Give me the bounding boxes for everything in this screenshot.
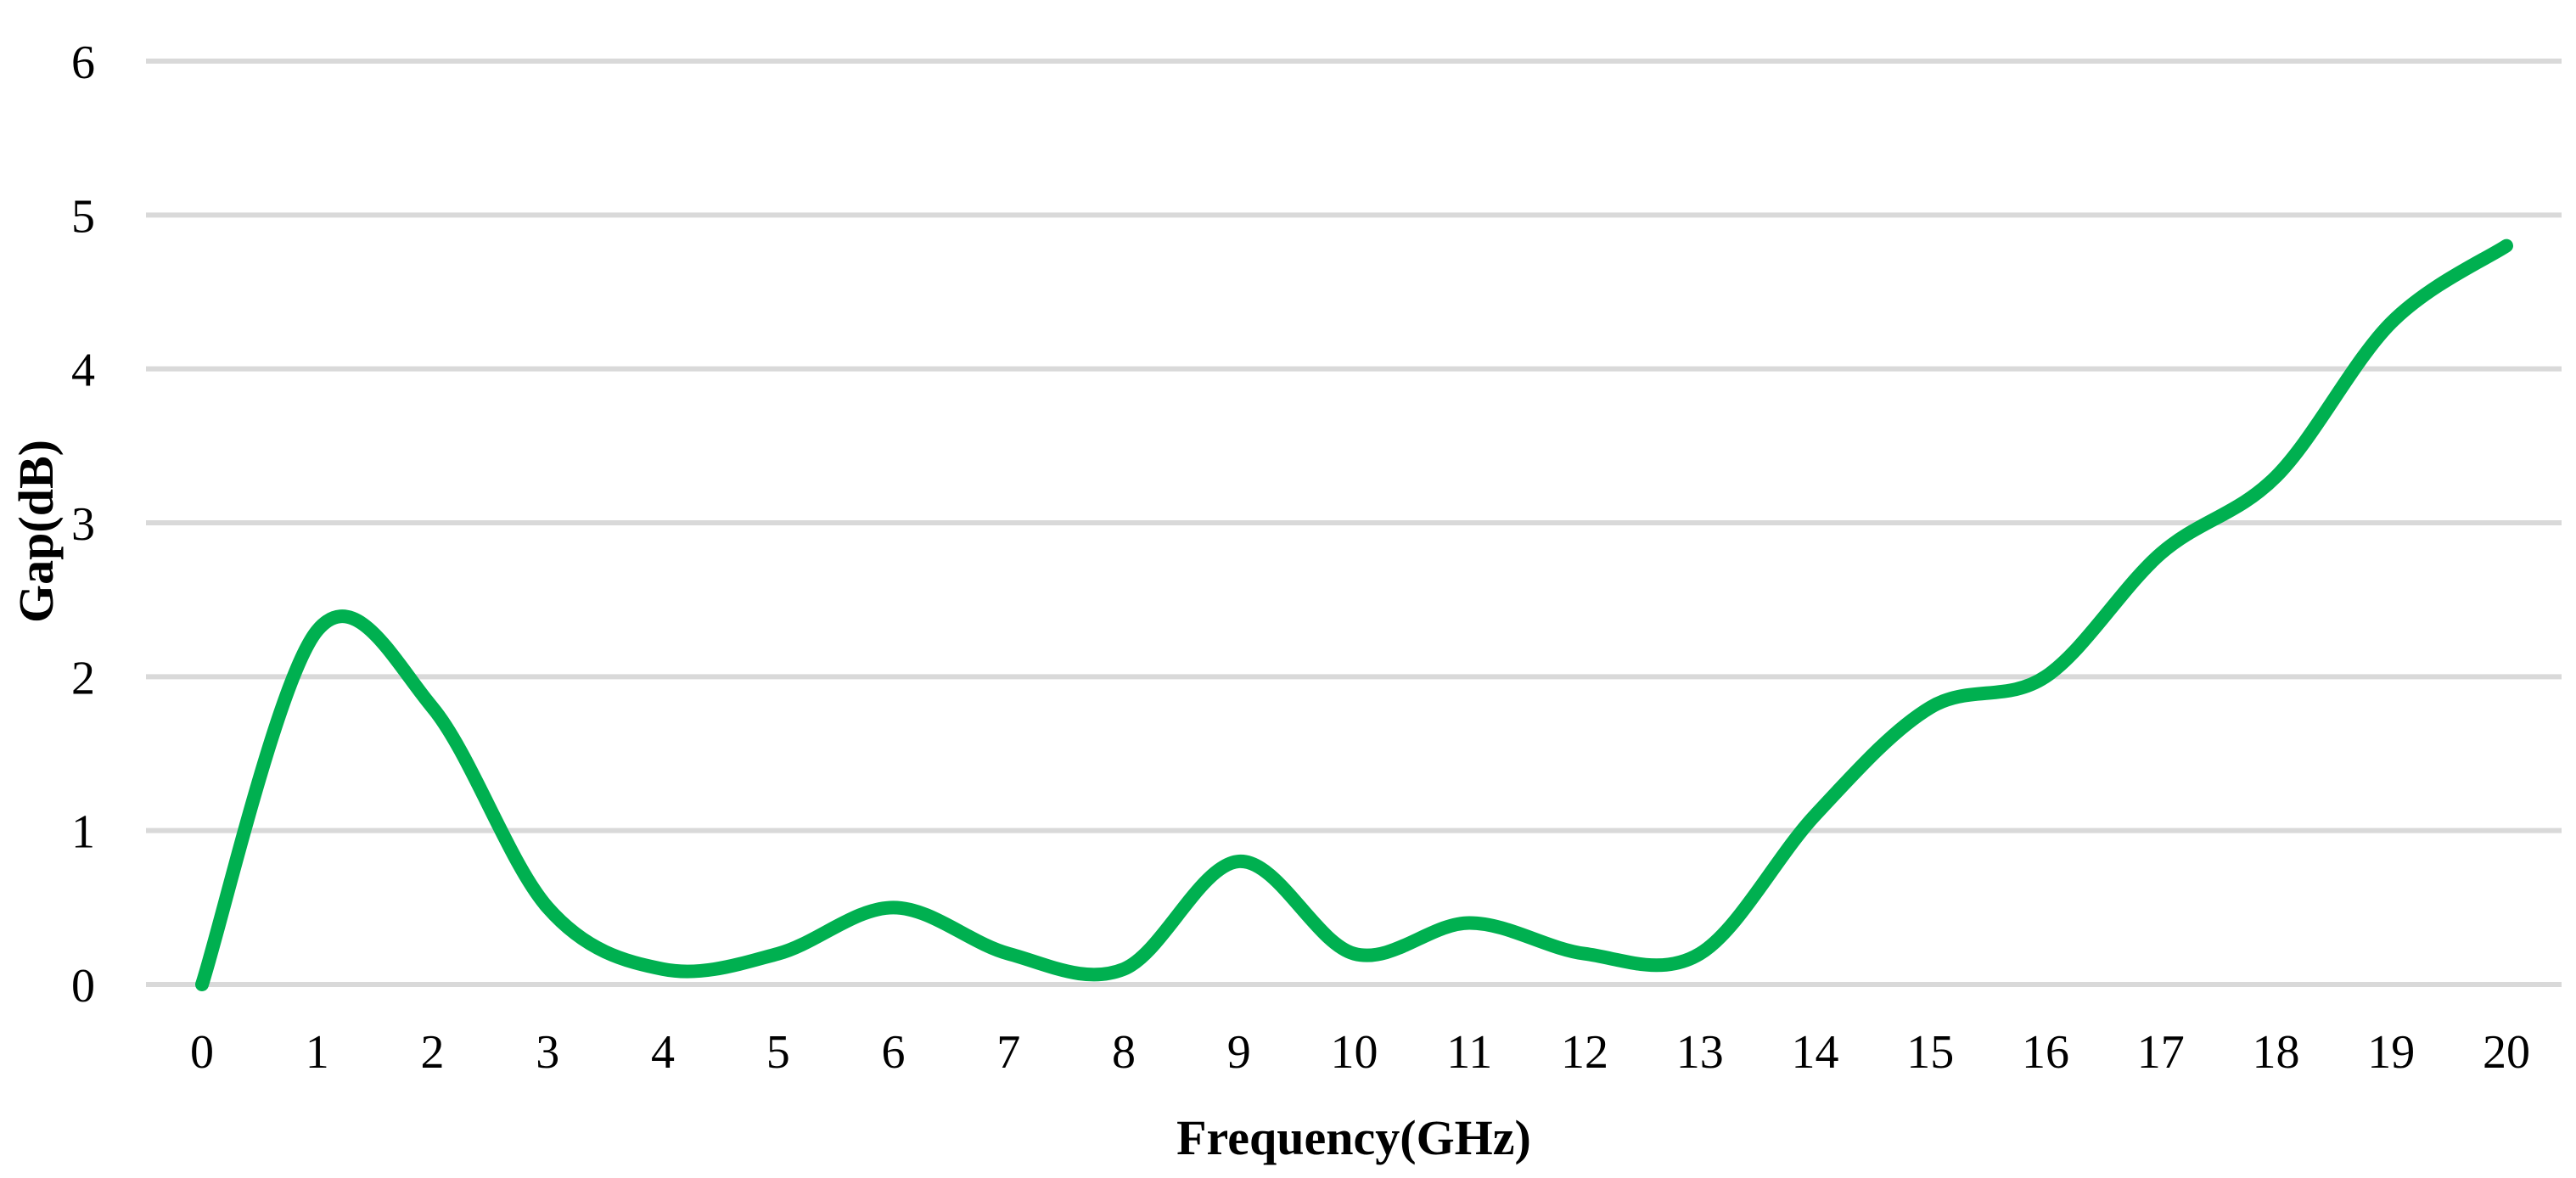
x-axis-title: Frequency(GHz) (1176, 1110, 1531, 1165)
x-tick-label: 18 (2253, 1026, 2300, 1079)
x-tick-label: 14 (1792, 1026, 1839, 1079)
x-tick-label: 16 (2022, 1026, 2069, 1079)
x-tick-label: 15 (1906, 1026, 1954, 1079)
x-tick-label: 11 (1446, 1026, 1492, 1079)
x-tick-label: 6 (882, 1026, 906, 1079)
x-tick-label: 10 (1331, 1026, 1378, 1079)
y-axis-title: Gap(dB) (8, 440, 64, 623)
x-tick-label: 2 (421, 1026, 445, 1079)
y-tick-label: 0 (71, 960, 95, 1013)
y-tick-label: 6 (71, 36, 95, 89)
gridlines (146, 59, 2562, 987)
y-tick-label: 2 (71, 652, 95, 704)
x-tick-label: 8 (1112, 1026, 1136, 1079)
series-layer (195, 238, 2513, 991)
x-tick-label: 12 (1561, 1026, 1608, 1079)
x-tick-label: 13 (1676, 1026, 1724, 1079)
x-tick-label: 3 (536, 1026, 559, 1079)
x-tick-label: 20 (2483, 1026, 2530, 1079)
x-axis-tick-labels: 0 1 2 3 4 5 6 7 8 9 10 11 12 13 14 15 16 17 18 19 20 (190, 1026, 2530, 1079)
x-tick-label: 9 (1227, 1026, 1251, 1079)
x-tick-label: 7 (996, 1026, 1020, 1079)
x-tick-label: 5 (766, 1026, 790, 1079)
y-tick-label: 4 (71, 345, 95, 397)
x-tick-label: 0 (190, 1026, 214, 1079)
y-axis-tick-labels: 0 1 2 3 4 5 6 (71, 36, 95, 1013)
y-tick-label: 1 (71, 806, 95, 859)
x-tick-label: 19 (2367, 1026, 2415, 1079)
x-tick-label: 1 (306, 1026, 329, 1079)
x-tick-label: 4 (651, 1026, 675, 1079)
y-tick-label: 5 (71, 190, 95, 243)
y-tick-label: 3 (71, 498, 95, 551)
series-line-0 (195, 238, 2513, 991)
x-tick-label: 17 (2137, 1026, 2185, 1079)
